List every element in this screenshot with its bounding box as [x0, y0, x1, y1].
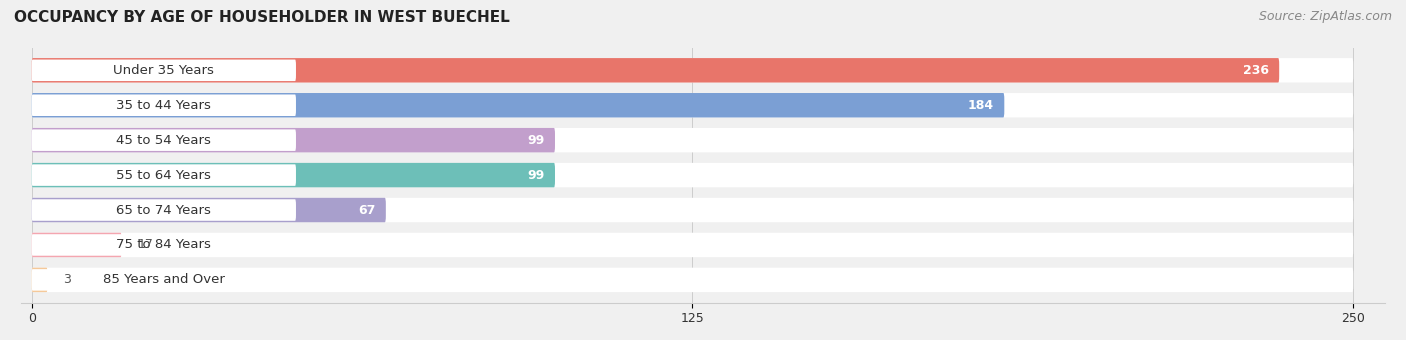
Text: 75 to 84 Years: 75 to 84 Years	[117, 238, 211, 252]
FancyBboxPatch shape	[32, 58, 1353, 83]
FancyBboxPatch shape	[32, 95, 297, 116]
FancyBboxPatch shape	[32, 198, 385, 222]
FancyBboxPatch shape	[32, 93, 1004, 117]
FancyBboxPatch shape	[32, 198, 1353, 222]
FancyBboxPatch shape	[32, 268, 1353, 292]
FancyBboxPatch shape	[32, 164, 297, 186]
FancyBboxPatch shape	[32, 268, 48, 292]
FancyBboxPatch shape	[32, 234, 297, 256]
FancyBboxPatch shape	[32, 130, 297, 151]
Text: 17: 17	[138, 238, 153, 252]
Text: 99: 99	[527, 169, 544, 182]
Text: 65 to 74 Years: 65 to 74 Years	[117, 204, 211, 217]
FancyBboxPatch shape	[32, 128, 1353, 152]
FancyBboxPatch shape	[32, 59, 297, 81]
Text: 236: 236	[1243, 64, 1268, 77]
FancyBboxPatch shape	[32, 233, 121, 257]
FancyBboxPatch shape	[32, 163, 555, 187]
Text: 35 to 44 Years: 35 to 44 Years	[117, 99, 211, 112]
Text: 184: 184	[967, 99, 994, 112]
FancyBboxPatch shape	[32, 93, 1353, 117]
FancyBboxPatch shape	[32, 58, 1279, 83]
FancyBboxPatch shape	[32, 128, 555, 152]
FancyBboxPatch shape	[32, 233, 1353, 257]
Text: Source: ZipAtlas.com: Source: ZipAtlas.com	[1258, 10, 1392, 23]
Text: 67: 67	[359, 204, 375, 217]
FancyBboxPatch shape	[32, 269, 297, 291]
FancyBboxPatch shape	[32, 199, 297, 221]
FancyBboxPatch shape	[32, 163, 1353, 187]
Text: 99: 99	[527, 134, 544, 147]
Text: 85 Years and Over: 85 Years and Over	[103, 273, 225, 286]
Text: OCCUPANCY BY AGE OF HOUSEHOLDER IN WEST BUECHEL: OCCUPANCY BY AGE OF HOUSEHOLDER IN WEST …	[14, 10, 510, 25]
Text: 45 to 54 Years: 45 to 54 Years	[117, 134, 211, 147]
Text: Under 35 Years: Under 35 Years	[114, 64, 214, 77]
Text: 3: 3	[63, 273, 72, 286]
Text: 55 to 64 Years: 55 to 64 Years	[117, 169, 211, 182]
